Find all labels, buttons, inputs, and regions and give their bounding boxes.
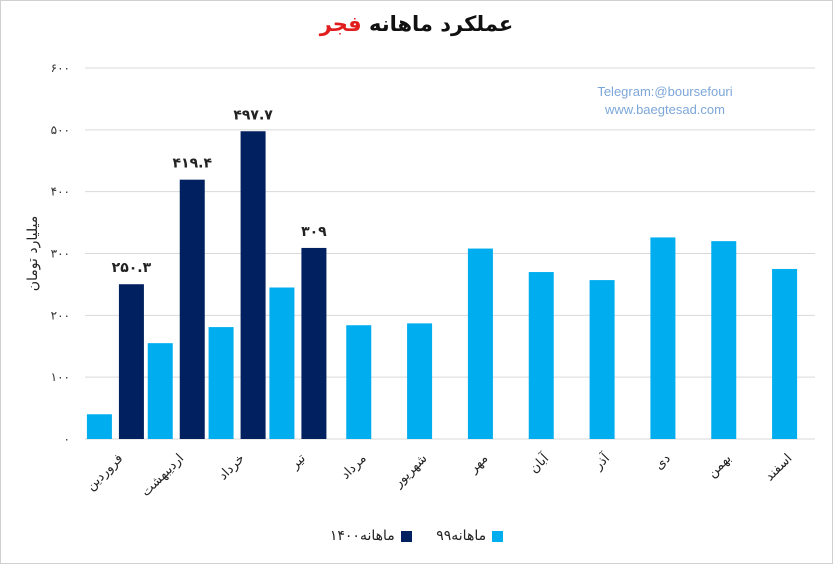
x-tick-label: مهر <box>466 451 492 477</box>
x-tick-label: بهمن <box>705 451 735 481</box>
watermark-telegram: Telegram:@boursefouri <box>597 84 733 99</box>
bar-series-99 <box>772 268 798 439</box>
data-label: ۴۱۹.۴ <box>173 156 213 172</box>
x-tick-label: آبان <box>525 449 553 477</box>
x-tick-label: فروردین <box>84 451 127 494</box>
watermark: Telegram:@boursefouri www.baegtesad.com <box>585 83 745 119</box>
y-tick-label: ۱۰۰ <box>51 370 70 384</box>
bar-series-99 <box>467 248 493 439</box>
bar-series-99 <box>407 323 433 439</box>
watermark-website: www.baegtesad.com <box>605 102 725 117</box>
y-tick-label: ۰ <box>64 432 70 446</box>
x-tick-label: اردیبهشت <box>139 451 187 499</box>
data-label: ۴۹۷.۷ <box>233 107 273 123</box>
bar-series-99 <box>346 325 372 439</box>
legend-item-1400: ماهانه۱۴۰۰ <box>330 528 412 544</box>
title-highlight: فجر <box>319 12 362 36</box>
bar-series-99 <box>147 343 173 439</box>
x-tick-label: دی <box>652 451 674 473</box>
y-tick-label: ۲۰۰ <box>51 308 70 322</box>
bar-series-99 <box>269 287 295 439</box>
x-tick-label: آذر <box>589 449 614 474</box>
x-tick-label: مرداد <box>338 451 369 482</box>
legend-label-1400: ماهانه۱۴۰۰ <box>329 528 395 544</box>
legend-label-99: ماهانه۹۹ <box>436 528 487 544</box>
legend-swatch-1400 <box>400 530 412 542</box>
chart-title: عملکرد ماهانه فجر <box>0 12 833 36</box>
x-tick-label: اسفند <box>762 451 795 484</box>
bar-series-1400 <box>240 131 266 439</box>
legend-swatch-99 <box>492 530 504 542</box>
y-tick-label: ۶۰۰ <box>51 61 70 75</box>
legend: ماهانه۱۴۰۰ ماهانه۹۹ <box>0 528 833 546</box>
bar-series-99 <box>711 241 737 439</box>
bar-series-99 <box>86 414 112 439</box>
y-tick-label: ۵۰۰ <box>51 123 70 137</box>
x-tick-label: شهریور <box>390 451 430 491</box>
y-axis-label: میلیارد تومان <box>25 216 41 291</box>
data-label: ۳۰۹ <box>301 224 327 240</box>
y-tick-label: ۴۰۰ <box>51 185 70 199</box>
legend-item-99: ماهانه۹۹ <box>436 528 504 544</box>
x-tick-label: تیر <box>287 451 309 473</box>
bar-series-99 <box>528 272 554 439</box>
bar-series-99 <box>208 327 234 439</box>
y-tick-label: ۳۰۰ <box>51 247 70 261</box>
title-main: عملکرد ماهانه <box>368 12 514 36</box>
bar-series-1400 <box>179 179 205 439</box>
bar-series-1400 <box>301 247 327 439</box>
bar-series-99 <box>589 280 615 439</box>
bar-series-99 <box>650 237 676 439</box>
data-label: ۲۵۰.۳ <box>112 260 152 276</box>
bar-series-1400 <box>118 284 144 439</box>
x-tick-label: خرداد <box>216 451 248 483</box>
